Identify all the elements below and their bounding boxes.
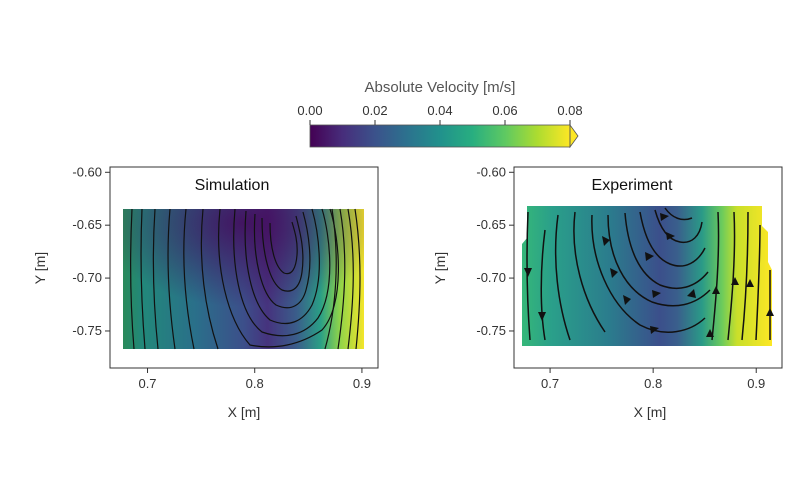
experiment-flow-arrows xyxy=(524,213,774,337)
experiment-y-axis-label: Y [m] xyxy=(432,252,448,284)
colorbar-tick-label: 0.08 xyxy=(557,103,582,118)
x-tick-label: 0.9 xyxy=(353,376,371,391)
simulation-streamlines xyxy=(130,208,361,350)
colorbar-ticks: 0.00 0.02 0.04 0.06 0.08 xyxy=(297,103,583,125)
y-tick-label: -0.70 xyxy=(476,270,506,285)
x-tick-label: 0.7 xyxy=(541,376,559,391)
experiment-axes-ticks: 0.7 0.8 0.9 -0.60 -0.65 -0.70 -0.75 xyxy=(476,164,765,391)
colorbar-extend-triangle xyxy=(569,123,579,149)
y-tick-label: -0.75 xyxy=(72,323,102,338)
colorbar-tick-label: 0.00 xyxy=(297,103,322,118)
y-tick-label: -0.65 xyxy=(476,217,506,232)
x-tick-label: 0.9 xyxy=(747,376,765,391)
x-tick-label: 0.8 xyxy=(644,376,662,391)
experiment-streamlines xyxy=(526,207,771,341)
simulation-y-axis-label: Y [m] xyxy=(32,252,48,284)
y-tick-label: -0.60 xyxy=(72,164,102,179)
experiment-title: Experiment xyxy=(592,177,673,194)
y-tick-label: -0.65 xyxy=(72,217,102,232)
y-tick-label: -0.70 xyxy=(72,270,102,285)
colorbar: Absolute Velocity [m/s] 0.00 0.02 0.04 0.06… xyxy=(297,79,583,149)
colorbar-gradient xyxy=(310,125,570,147)
experiment-x-axis-label: X [m] xyxy=(634,404,667,420)
colorbar-tick-label: 0.04 xyxy=(427,103,452,118)
experiment-panel: Experiment 0.7 0.8 0.9 -0.60 -0.65 -0.70 -0.75… xyxy=(432,164,783,420)
simulation-x-axis-label: X [m] xyxy=(228,404,261,420)
simulation-axes-ticks: 0.7 0.8 0.9 -0.60 -0.65 -0.70 -0.75 xyxy=(72,164,371,391)
simulation-title: Simulation xyxy=(195,177,270,194)
x-tick-label: 0.7 xyxy=(138,376,156,391)
y-tick-label: -0.60 xyxy=(476,164,506,179)
x-tick-label: 0.8 xyxy=(246,376,264,391)
colorbar-title: Absolute Velocity [m/s] xyxy=(365,79,516,96)
colorbar-tick-label: 0.06 xyxy=(492,103,517,118)
colorbar-tick-label: 0.02 xyxy=(362,103,387,118)
y-tick-label: -0.75 xyxy=(476,323,506,338)
simulation-velocity-field xyxy=(123,209,364,349)
simulation-panel: Simulation 0.7 0.8 0.9 -0.60 -0.65 -0.70 -0.75… xyxy=(32,164,379,420)
